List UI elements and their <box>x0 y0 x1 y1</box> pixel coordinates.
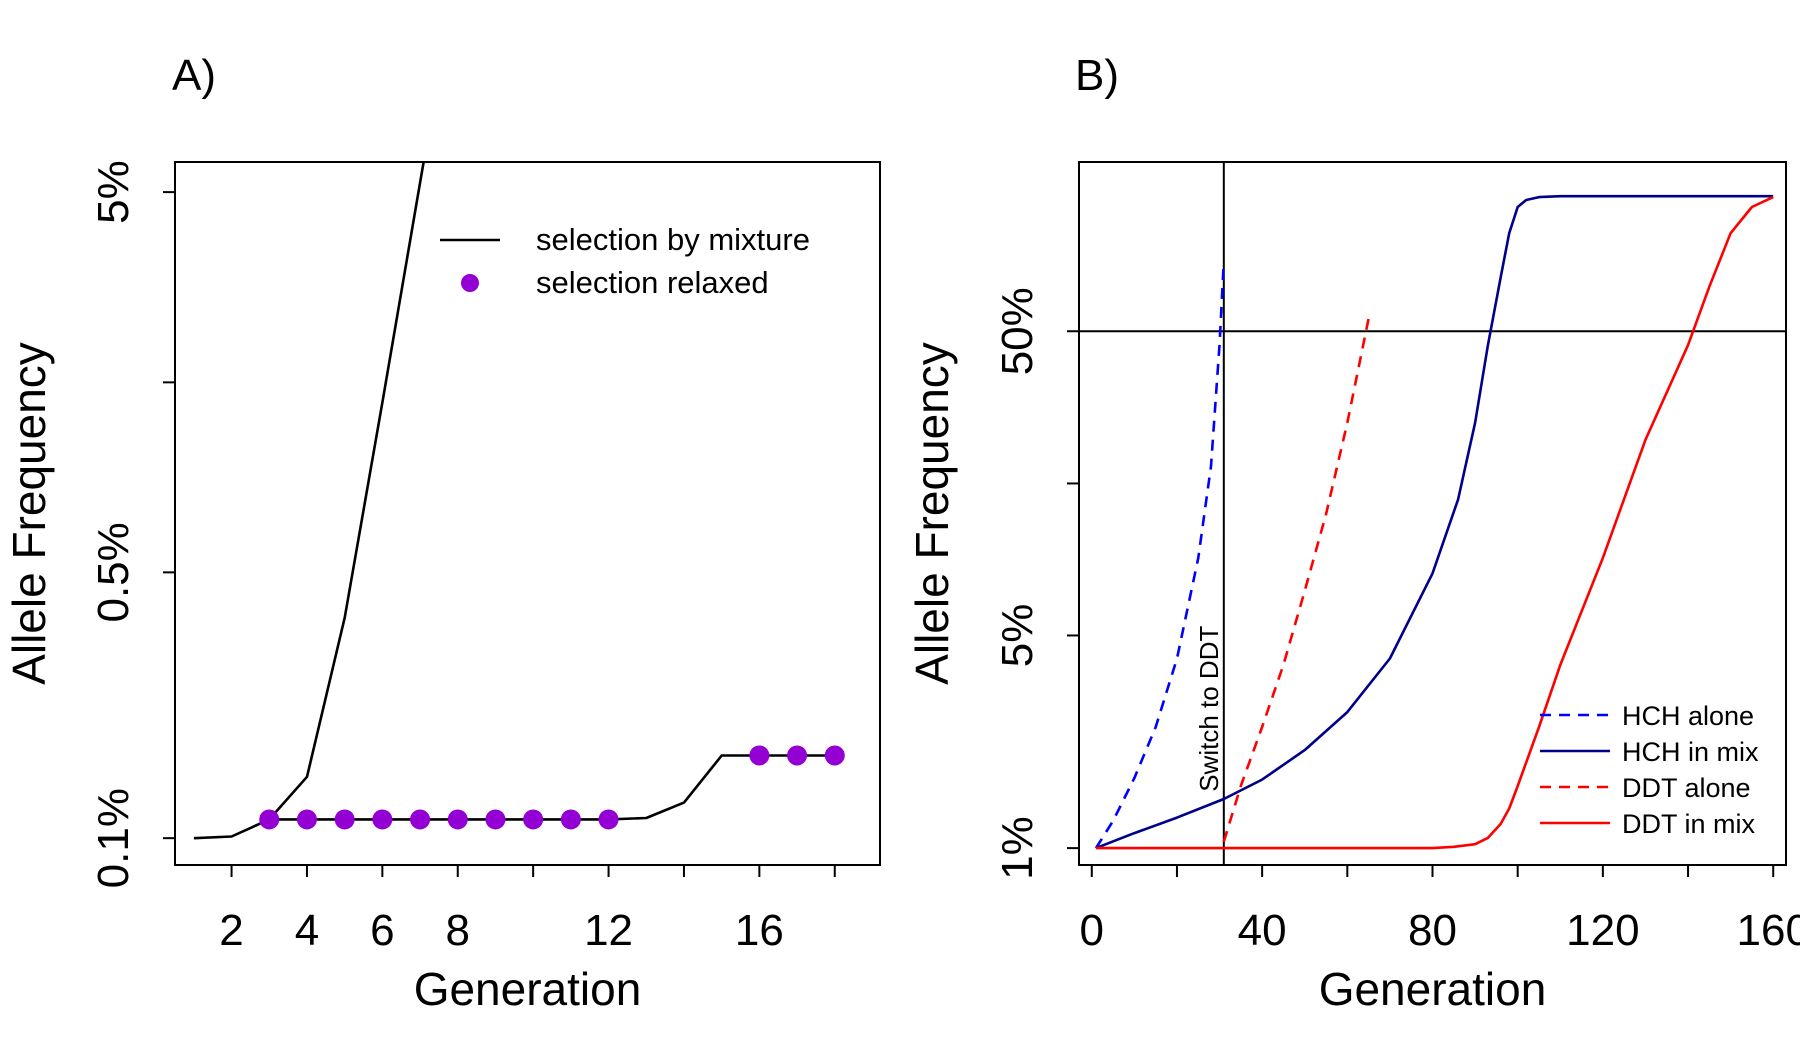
x-tick-label: 80 <box>1408 906 1457 955</box>
x-tick-label: 40 <box>1238 906 1287 955</box>
x-tick-label: 0 <box>1080 906 1104 955</box>
series-hch-in-mix-line <box>1095 194 1774 850</box>
plot-area <box>193 162 845 840</box>
legend-label: selection relaxed <box>536 265 769 300</box>
data-point <box>485 809 506 830</box>
y-axis-title: Allele Frequency <box>3 342 55 685</box>
x-axis: 0 40 80 120 160 <box>1080 865 1800 955</box>
switch-annotation: Switch to DDT <box>1194 626 1224 792</box>
series-hch-alone-line <box>1094 261 1226 849</box>
legend-swatch-dot <box>461 274 479 292</box>
legend: selection by mixture selection relaxed <box>440 222 810 300</box>
data-point <box>749 745 770 766</box>
legend-label: selection by mixture <box>536 222 810 257</box>
x-axis-title: Generation <box>1319 963 1547 1015</box>
panel-label: A) <box>172 51 216 100</box>
series-selection-relaxed-points <box>259 745 845 830</box>
data-point <box>560 809 581 830</box>
y-tick-label: 5% <box>89 160 138 224</box>
plot-frame <box>174 161 881 866</box>
x-tick-label: 160 <box>1737 906 1800 955</box>
y-tick-label: 5% <box>993 604 1042 668</box>
x-tick-label: 12 <box>584 906 633 955</box>
data-point <box>296 809 317 830</box>
x-tick-label: 8 <box>446 906 470 955</box>
series-selection-relaxed-line <box>269 754 835 821</box>
data-point <box>410 809 431 830</box>
data-point <box>824 745 845 766</box>
legend-label: DDT in mix <box>1622 809 1756 839</box>
y-tick-label: 0.1% <box>89 788 138 888</box>
y-tick-label: 0.5% <box>89 522 138 622</box>
legend-label: DDT alone <box>1622 773 1751 803</box>
data-point <box>334 809 355 830</box>
legend-label: HCH alone <box>1622 701 1754 731</box>
y-axis: 1% 5% 50% <box>993 287 1079 880</box>
data-point <box>598 809 619 830</box>
y-axis-title: Allele Frequency <box>906 342 958 685</box>
chart-panel-b: B) 0 40 80 120 160 1% 5% 50% Generation Allele Fre… <box>906 51 1800 1015</box>
x-axis-title: Generation <box>414 963 642 1015</box>
series-ddt-in-mix-line <box>1096 195 1774 850</box>
series-ddt-alone-line <box>1222 318 1370 843</box>
series-selection-by-mixture-line <box>193 162 425 840</box>
panel-label: B) <box>1075 51 1119 100</box>
x-tick-label: 4 <box>295 906 319 955</box>
x-axis: 2 4 6 8 12 16 <box>219 865 836 955</box>
data-point <box>447 809 468 830</box>
data-point <box>787 745 808 766</box>
y-tick-label: 50% <box>993 287 1042 375</box>
data-point <box>523 809 544 830</box>
y-tick-label: 1% <box>993 816 1042 880</box>
legend: HCH alone HCH in mix DDT alone DDT in mix <box>1540 701 1759 839</box>
plot-area <box>1079 162 1786 865</box>
x-tick-label: 120 <box>1566 906 1639 955</box>
y-axis: 0.1% 0.5% 5% <box>89 160 175 888</box>
x-tick-label: 6 <box>370 906 394 955</box>
data-point <box>372 809 393 830</box>
x-tick-label: 2 <box>219 906 243 955</box>
chart-panel-a: A) 2 4 6 8 12 16 0.1% 0.5% 5% Generation Allele Fre… <box>3 51 881 1015</box>
legend-label: HCH in mix <box>1622 737 1759 767</box>
x-tick-label: 16 <box>735 906 784 955</box>
data-point <box>259 809 280 830</box>
